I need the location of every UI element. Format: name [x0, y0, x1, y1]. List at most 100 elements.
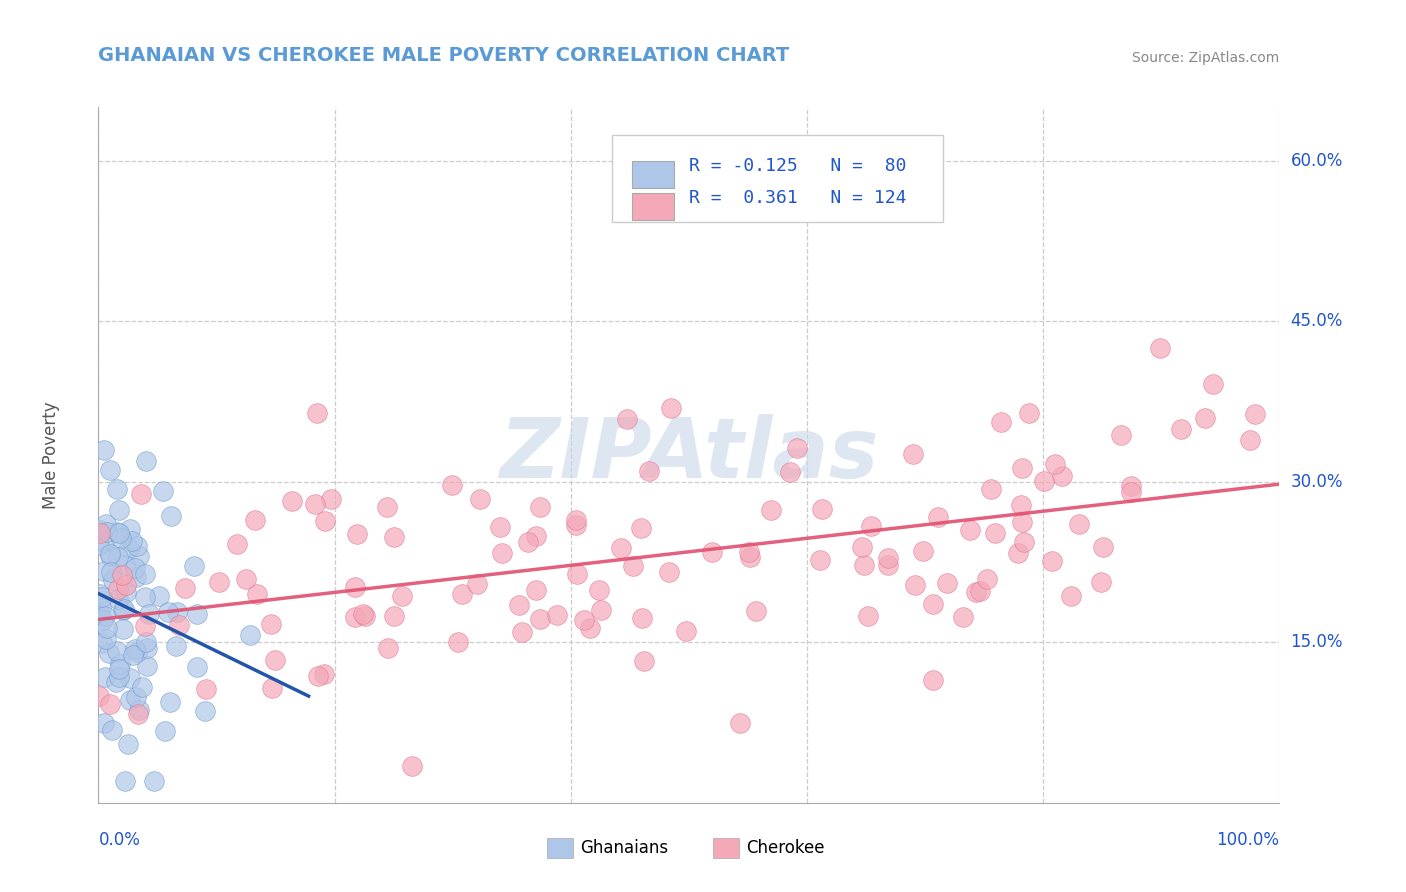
Point	[153, 724, 176, 739]
Point	[737, 545, 759, 559]
Text: 60.0%: 60.0%	[1291, 152, 1343, 169]
Point	[1194, 411, 1216, 425]
Point	[1202, 377, 1225, 392]
Point	[118, 671, 141, 685]
Point	[125, 645, 148, 659]
Point	[440, 478, 463, 492]
Point	[110, 657, 132, 671]
Point	[1010, 498, 1032, 512]
Point	[143, 774, 166, 789]
Point	[173, 581, 195, 595]
Point	[194, 704, 217, 718]
Point	[659, 401, 682, 415]
Point	[508, 598, 530, 612]
Point	[927, 509, 949, 524]
Text: ZIPAtlas: ZIPAtlas	[499, 415, 879, 495]
Point	[922, 673, 945, 687]
Point	[87, 523, 110, 537]
Point	[281, 494, 304, 508]
Point	[1011, 460, 1033, 475]
Point	[263, 653, 285, 667]
Point	[546, 608, 568, 623]
Point	[118, 522, 141, 536]
Point	[529, 612, 551, 626]
Point	[93, 716, 115, 731]
Point	[959, 523, 981, 537]
Point	[124, 642, 146, 657]
Point	[901, 447, 924, 461]
Point	[565, 517, 588, 532]
Point	[1067, 516, 1090, 531]
Point	[1121, 485, 1143, 500]
Point	[352, 607, 374, 621]
Point	[94, 516, 117, 531]
Text: GHANAIAN VS CHEROKEE MALE POVERTY CORRELATION CHART: GHANAIAN VS CHEROKEE MALE POVERTY CORREL…	[98, 46, 790, 65]
Point	[675, 624, 697, 638]
Point	[526, 582, 548, 597]
Point	[101, 723, 124, 738]
Point	[637, 464, 659, 478]
Text: R = -0.125   N =  80: R = -0.125 N = 80	[689, 157, 907, 176]
Point	[107, 662, 129, 676]
Point	[114, 774, 136, 789]
Point	[465, 576, 488, 591]
Point	[89, 538, 111, 552]
Point	[1018, 406, 1040, 420]
Point	[235, 572, 257, 586]
Point	[112, 622, 135, 636]
Point	[307, 406, 329, 420]
Bar	[713, 838, 738, 858]
Point	[134, 590, 156, 604]
Point	[131, 487, 153, 501]
Point	[183, 559, 205, 574]
Point	[810, 502, 832, 516]
Point	[93, 534, 115, 549]
Point	[489, 520, 512, 534]
Point	[911, 543, 934, 558]
Point	[382, 530, 405, 544]
Text: Ghanaians: Ghanaians	[581, 839, 668, 857]
Point	[101, 573, 124, 587]
Point	[876, 558, 898, 573]
Point	[700, 545, 723, 559]
Point	[125, 690, 148, 704]
Point	[877, 551, 900, 566]
Point	[156, 605, 179, 619]
Point	[529, 500, 551, 514]
Point	[107, 526, 129, 541]
Text: 30.0%: 30.0%	[1291, 473, 1343, 491]
Point	[115, 578, 138, 592]
Point	[134, 566, 156, 581]
Point	[447, 635, 470, 649]
Point	[112, 602, 135, 616]
Point	[166, 605, 188, 619]
Point	[135, 454, 157, 468]
Point	[564, 513, 586, 527]
Point	[124, 561, 146, 575]
Point	[391, 589, 413, 603]
Text: R =  0.361   N = 124: R = 0.361 N = 124	[689, 189, 907, 207]
Point	[135, 635, 157, 649]
Point	[1092, 540, 1115, 554]
Point	[134, 619, 156, 633]
Point	[377, 641, 399, 656]
Point	[98, 547, 121, 561]
Point	[382, 609, 405, 624]
Point	[517, 535, 540, 549]
Point	[118, 541, 141, 555]
Point	[160, 508, 183, 523]
Point	[243, 513, 266, 527]
Point	[616, 411, 638, 425]
Point	[226, 537, 249, 551]
Point	[1012, 535, 1035, 549]
Point	[1011, 515, 1033, 529]
Point	[114, 558, 136, 572]
Point	[91, 613, 114, 627]
Point	[591, 602, 613, 616]
Point	[588, 582, 610, 597]
Point	[118, 693, 141, 707]
Point	[112, 603, 135, 617]
Point	[1244, 407, 1267, 421]
Text: Male Poverty: Male Poverty	[42, 401, 60, 508]
Point	[346, 527, 368, 541]
